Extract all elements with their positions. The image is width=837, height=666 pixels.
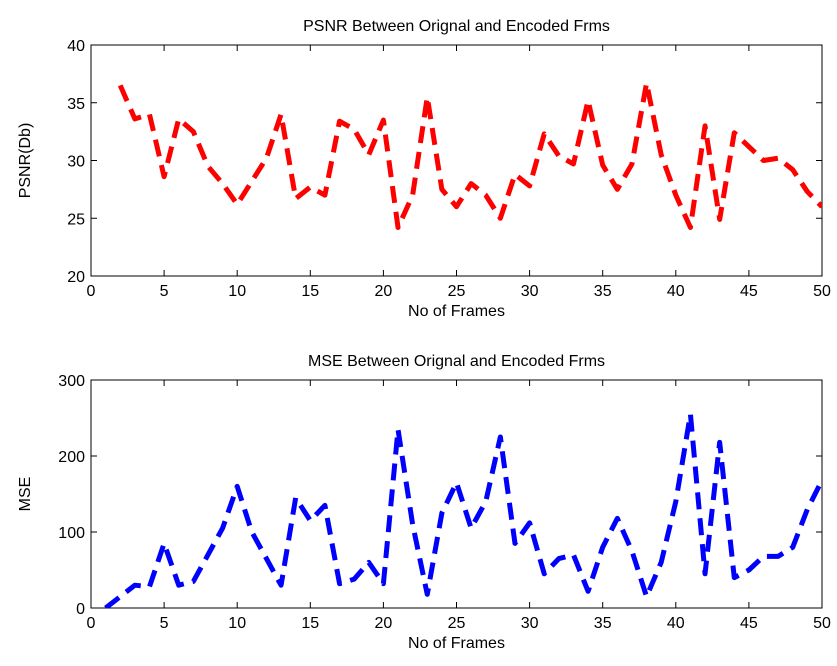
x-tick-label: 35 <box>594 615 612 632</box>
x-tick-label: 50 <box>813 283 831 300</box>
x-tick-label: 50 <box>813 615 831 632</box>
x-tick-label: 30 <box>521 615 539 632</box>
chart-1: PSNR Between Orignal and Encoded Frms 0 5 1… <box>17 18 831 320</box>
y-tick-label: 100 <box>58 525 85 542</box>
y-tick-label: 25 <box>67 211 85 228</box>
x-axis-label: No of Frames <box>408 303 505 320</box>
y-tick-label: 30 <box>67 154 85 171</box>
y-axis-label: PSNR(Db) <box>17 123 34 199</box>
y-tick-label: 20 <box>67 269 85 286</box>
x-tick-label: 5 <box>160 283 169 300</box>
x-tick-label: 45 <box>740 283 758 300</box>
x-tick-label: 25 <box>448 615 466 632</box>
y-axis-label: MSE <box>17 477 34 512</box>
x-tick-label: 25 <box>448 283 466 300</box>
x-tick-label: 35 <box>594 283 612 300</box>
x-tick-label: 15 <box>301 283 319 300</box>
x-tick-label: 15 <box>301 615 319 632</box>
x-tick-label: 5 <box>160 615 169 632</box>
x-tick-label: 40 <box>667 615 685 632</box>
x-tick-label: 0 <box>87 283 96 300</box>
plot-area <box>90 44 823 277</box>
x-tick-label: 0 <box>87 615 96 632</box>
chart-title: MSE Between Orignal and Encoded Frms <box>308 353 605 370</box>
series-line-1 <box>104 411 822 608</box>
y-tick-label: 300 <box>58 373 85 390</box>
x-tick-label: 45 <box>740 615 758 632</box>
chart-title: PSNR Between Orignal and Encoded Frms <box>303 18 610 35</box>
x-tick-label: 10 <box>228 283 246 300</box>
x-tick-label: 40 <box>667 283 685 300</box>
series-line-1 <box>117 80 822 230</box>
chart-2: MSE Between Orignal and Encoded Frms 0 5 10… <box>17 353 831 652</box>
x-tick-label: 20 <box>375 283 393 300</box>
x-axis-label: No of Frames <box>408 635 505 652</box>
y-tick-label: 40 <box>67 38 85 55</box>
x-tick-label: 20 <box>375 615 393 632</box>
y-tick-label: 0 <box>76 601 85 618</box>
y-tick-label: 35 <box>67 96 85 113</box>
y-tick-label: 200 <box>58 449 85 466</box>
x-tick-label: 10 <box>228 615 246 632</box>
x-tick-label: 30 <box>521 283 539 300</box>
